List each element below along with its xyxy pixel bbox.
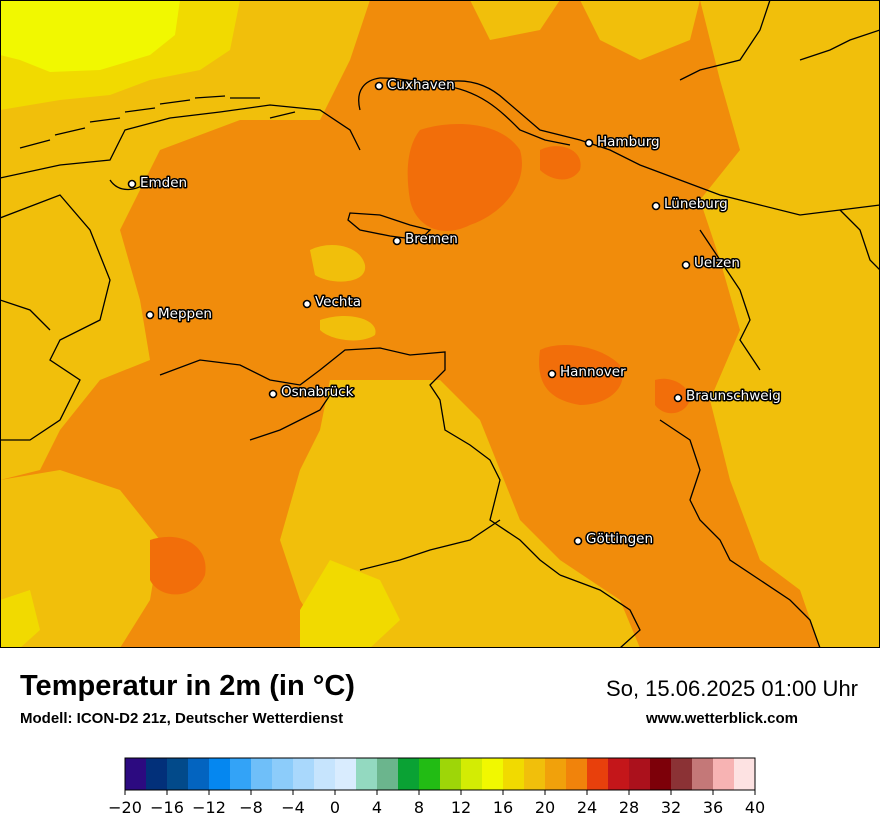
colorbar-tick-label: −4 xyxy=(281,798,305,817)
warm-temperature-zones xyxy=(150,124,690,595)
city-meppen: Meppen xyxy=(145,305,213,324)
colorbar-swatch xyxy=(146,758,168,790)
colorbar-swatch xyxy=(608,758,630,790)
colorbar-tick-label: 24 xyxy=(577,798,597,817)
colorbar-swatch xyxy=(356,758,378,790)
colorbar-frame xyxy=(124,757,756,791)
colorbar-tick-label: 0 xyxy=(330,798,340,817)
colorbar-swatch xyxy=(272,758,294,790)
colorbar-swatch xyxy=(419,758,441,790)
colorbar-swatch xyxy=(188,758,210,790)
east-frisian-islands xyxy=(19,95,296,149)
colorbar-tick-label: 20 xyxy=(535,798,555,817)
borders-and-coastlines xyxy=(0,0,880,648)
forecast-datetime: So, 15.06.2025 01:00 Uhr xyxy=(606,676,858,701)
city-uelzen: Uelzen xyxy=(681,254,741,273)
city-cuxhaven: Cuxhaven xyxy=(374,76,456,95)
city-emden: Emden xyxy=(127,174,189,193)
city-osnabrueck: Osnabrück xyxy=(268,383,355,402)
colorbar-swatch xyxy=(650,758,672,790)
city-markers: Cuxhaven Hamburg Emden Lüneburg Bremen U… xyxy=(127,76,782,549)
colorbar-swatch xyxy=(629,758,651,790)
colorbar-swatch xyxy=(503,758,525,790)
colorbar-swatch xyxy=(251,758,273,790)
colorbar-swatch xyxy=(524,758,546,790)
svg-text:Bremen: Bremen xyxy=(405,231,458,247)
city-goettingen: Göttingen xyxy=(573,530,655,549)
city-bremen: Bremen xyxy=(392,230,459,249)
colorbar-tick-label: −12 xyxy=(192,798,226,817)
svg-text:Lüneburg: Lüneburg xyxy=(664,196,728,212)
colorbar-swatch xyxy=(230,758,252,790)
colorbar-swatch xyxy=(293,758,315,790)
colorbar-swatch xyxy=(482,758,504,790)
svg-text:Hannover: Hannover xyxy=(560,364,626,380)
svg-text:Cuxhaven: Cuxhaven xyxy=(387,77,455,93)
svg-text:Göttingen: Göttingen xyxy=(586,531,653,547)
colorbar-tick-label: 32 xyxy=(661,798,681,817)
colorbar-tick-label: −16 xyxy=(150,798,184,817)
colorbar-swatch xyxy=(734,758,756,790)
colorbar-tick-label: 36 xyxy=(703,798,723,817)
svg-text:Hamburg: Hamburg xyxy=(597,134,660,150)
colorbar-swatch xyxy=(314,758,336,790)
colorbar-tick-label: 4 xyxy=(372,798,382,817)
city-braunschweig: Braunschweig xyxy=(673,387,782,406)
colorbar-swatches xyxy=(125,758,756,790)
map-title: Temperatur in 2m (in °C) xyxy=(20,670,355,702)
colorbar-swatch xyxy=(713,758,735,790)
svg-text:Uelzen: Uelzen xyxy=(694,255,740,271)
colorbar-swatch xyxy=(545,758,567,790)
website-label: www.wetterblick.com xyxy=(646,710,798,727)
colorbar-swatch xyxy=(335,758,357,790)
svg-text:Osnabrück: Osnabrück xyxy=(281,384,354,400)
colorbar-swatch xyxy=(461,758,483,790)
city-hannover: Hannover xyxy=(547,363,628,382)
colorbar-tick-label: −20 xyxy=(108,798,142,817)
colorbar-swatch xyxy=(125,758,147,790)
colorbar-tick-label: 16 xyxy=(493,798,513,817)
city-hamburg: Hamburg xyxy=(584,133,661,152)
colorbar-tick-label: −8 xyxy=(239,798,263,817)
svg-text:Braunschweig: Braunschweig xyxy=(686,388,781,404)
temperature-map: Cuxhaven Hamburg Emden Lüneburg Bremen U… xyxy=(0,0,880,648)
colorbar-swatch xyxy=(692,758,714,790)
colorbar-swatch xyxy=(377,758,399,790)
city-vechta: Vechta xyxy=(302,293,363,312)
colorbar-tick-label: 8 xyxy=(414,798,424,817)
coolest-temperature-zone xyxy=(0,0,180,72)
colorbar-swatch xyxy=(440,758,462,790)
colorbar-ticks: −20 −16 −12 −8 −4 0 4 8 12 16 20 24 28 32 36 40 xyxy=(108,790,765,817)
city-lueneburg: Lüneburg xyxy=(651,195,729,214)
temperature-colorbar: −20 −16 −12 −8 −4 0 4 8 12 16 20 24 28 32 36 40 xyxy=(108,757,765,817)
colorbar-swatch xyxy=(566,758,588,790)
colorbar-tick-label: 12 xyxy=(451,798,471,817)
colorbar-swatch xyxy=(587,758,609,790)
cool-temperature-zones xyxy=(0,0,880,648)
colorbar-swatch xyxy=(398,758,420,790)
svg-text:Vechta: Vechta xyxy=(315,294,361,310)
colorbar-swatch xyxy=(167,758,189,790)
svg-text:Meppen: Meppen xyxy=(158,306,212,322)
model-info: Modell: ICON-D2 21z, Deutscher Wetterdie… xyxy=(20,710,344,727)
colorbar-swatch xyxy=(671,758,693,790)
svg-text:Emden: Emden xyxy=(140,175,187,191)
colorbar-tick-label: 40 xyxy=(745,798,765,817)
colorbar-tick-label: 28 xyxy=(619,798,639,817)
colorbar-swatch xyxy=(209,758,231,790)
